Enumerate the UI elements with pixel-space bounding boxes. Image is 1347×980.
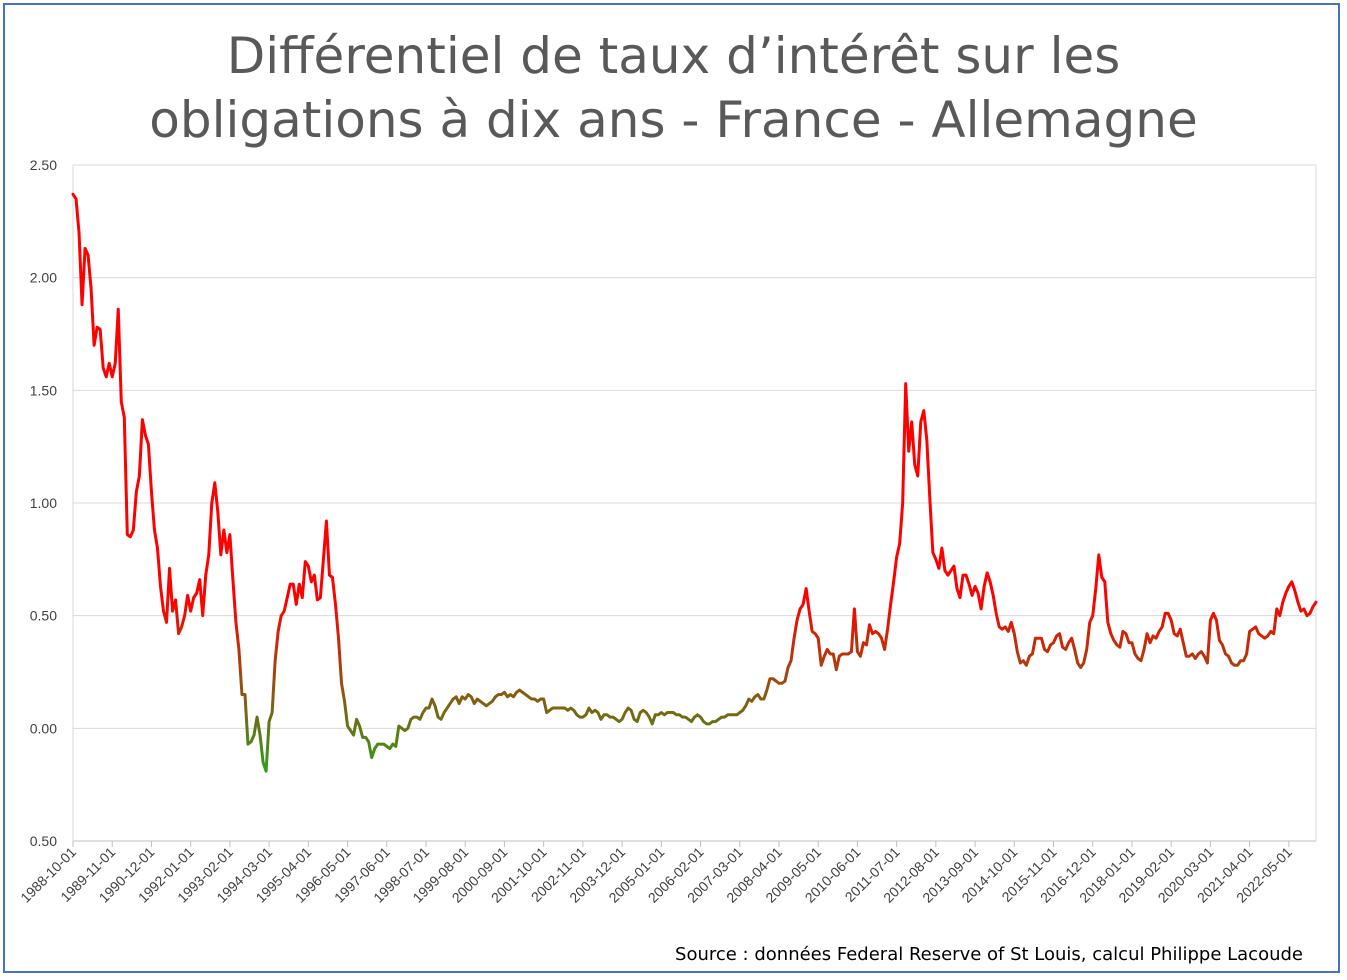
chart-title-line-1: Différentiel de taux d’intérêt sur les [226,27,1121,85]
y-tick-label: 0.50 [30,608,57,624]
x-axis: 1988-10-011989-11-011990-12-011992-01-01… [17,841,1295,906]
series-group [71,192,1318,773]
series-line [71,192,1318,773]
chart-title-line-2: obligations à dix ans - France - Allemag… [149,91,1198,149]
y-tick-label: 2.00 [30,270,57,286]
chart-title: Différentiel de taux d’intérêt sur les o… [0,24,1347,152]
y-axis: 2.50 2.00 1.50 1.00 0.50 0.00 0.50 [30,157,57,849]
y-tick-label: 1.50 [30,382,57,398]
source-note: Source : données Federal Reserve of St L… [675,944,1303,965]
y-tick-label: 0.50 [30,833,57,849]
gridlines [72,164,1317,842]
y-tick-label: 1.00 [30,495,57,511]
y-tick-label: 0.00 [30,720,57,736]
y-tick-label: 2.50 [30,157,57,173]
